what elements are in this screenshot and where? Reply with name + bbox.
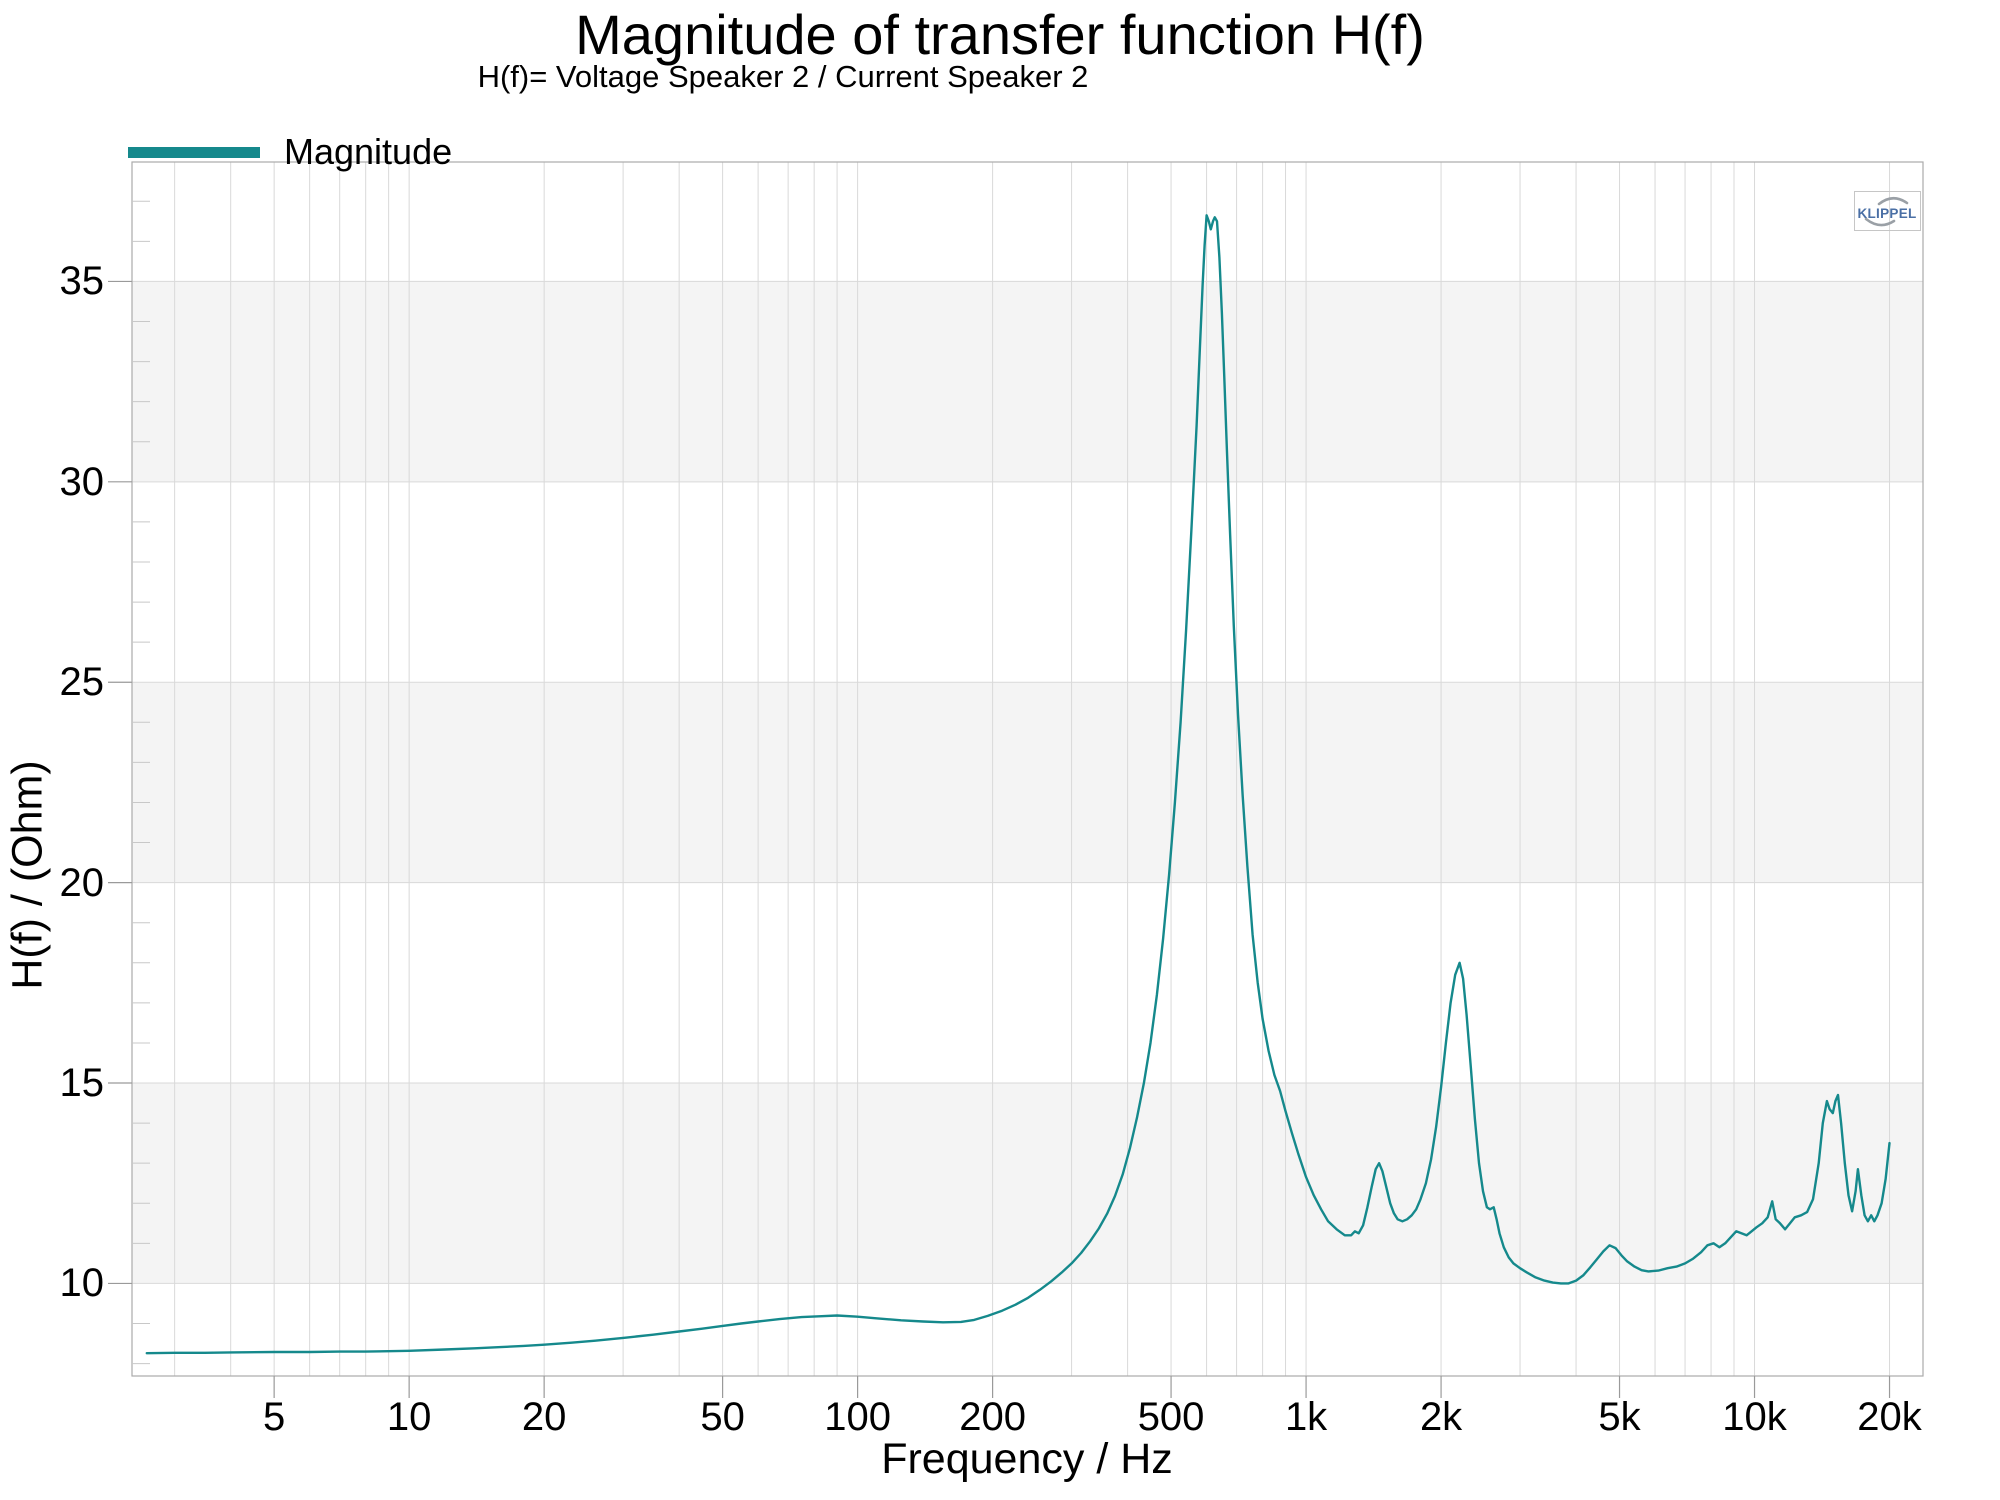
x-tick-label: 50: [700, 1395, 745, 1439]
x-tick-label: 5k: [1598, 1395, 1641, 1439]
x-tick-label: 5: [263, 1395, 286, 1439]
x-tick-label: 10k: [1722, 1395, 1787, 1439]
x-tick-label: 2k: [1419, 1395, 1463, 1439]
chart-title: Magnitude of transfer function H(f): [575, 3, 1425, 66]
x-tick-label: 10: [386, 1395, 432, 1439]
shaded-band: [132, 1083, 1923, 1284]
x-tick-label: 20k: [1857, 1395, 1922, 1439]
y-tick-label: 35: [59, 259, 105, 304]
logo-text: KLIPPEL: [1857, 206, 1916, 221]
x-tick-label: 20: [521, 1395, 567, 1439]
logo-top-arc-icon: [1877, 196, 1909, 206]
klippel-logo-graphic: KLIPPEL: [1857, 196, 1916, 227]
plot-border: [131, 161, 1924, 1377]
legend-line-swatch: [128, 147, 260, 158]
legend-label: Magnitude: [284, 131, 453, 172]
y-tick-label: 15: [59, 1061, 105, 1106]
x-tick-label: 1k: [1284, 1395, 1328, 1439]
chart-subtitle: H(f)= Voltage Speaker 2 / Current Speake…: [477, 59, 1089, 94]
klippel-logo: KLIPPEL: [1854, 191, 1921, 231]
x-tick-label: 500: [1137, 1395, 1205, 1439]
x-tick-label: 200: [959, 1395, 1026, 1439]
y-tick-label: 30: [59, 459, 105, 504]
magnitude-curve: [145, 214, 1891, 1355]
logo-bottom-arc-icon: [1864, 217, 1896, 227]
y-tick-label: 20: [59, 860, 105, 905]
shaded-band: [132, 281, 1923, 482]
shaded-band: [132, 682, 1923, 883]
x-tick-label: 100: [824, 1395, 891, 1439]
x-axis-title: Frequency / Hz: [881, 1435, 1173, 1483]
y-tick-label: 25: [59, 660, 105, 705]
y-tick-label: 10: [59, 1261, 105, 1306]
